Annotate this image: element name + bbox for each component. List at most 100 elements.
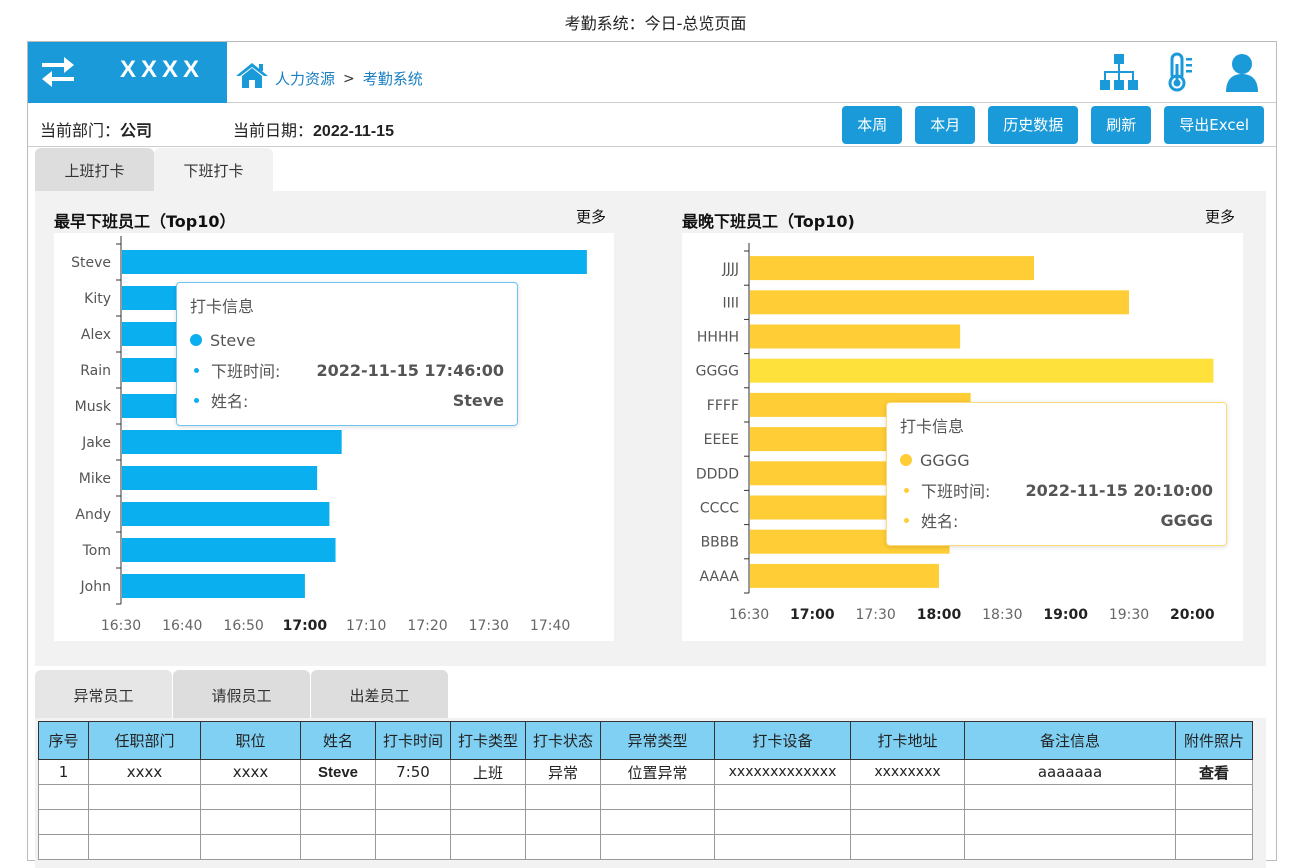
thermometer-icon[interactable] [1166, 52, 1196, 92]
latest-chart-title: 最晚下班员工（Top10) [682, 212, 855, 231]
bar-aaaa[interactable] [750, 563, 939, 588]
y-tick-label: JJJJ [721, 261, 739, 277]
this-month-button[interactable]: 本月 [915, 106, 976, 144]
y-tick-label: Kity [84, 291, 111, 307]
date-value: 2022-11-15 [313, 123, 394, 140]
bar-mike[interactable] [122, 466, 318, 490]
cell-empty [964, 784, 1176, 810]
table-row [38, 809, 1253, 835]
cell-department: xxxx [88, 759, 201, 785]
x-tick-label: 16:30 [101, 618, 141, 634]
view-attachment-link[interactable]: 查看 [1175, 759, 1253, 785]
cell-empty [38, 834, 89, 860]
cell-empty [525, 834, 601, 860]
breadcrumb-hr[interactable]: 人力资源 [275, 70, 336, 88]
y-tick-label: HHHH [697, 330, 739, 346]
x-tick-label: 18:30 [982, 607, 1022, 623]
breadcrumb-attendance[interactable]: 考勤系统 [362, 70, 423, 88]
cell-empty [714, 784, 851, 810]
home-icon[interactable] [235, 61, 269, 89]
y-tick-label: CCCC [700, 501, 739, 517]
user-icon[interactable] [1224, 52, 1260, 92]
y-tick-label: John [80, 579, 111, 595]
cell-clock-type: 上班 [450, 759, 526, 785]
refresh-button[interactable]: 刷新 [1091, 106, 1152, 144]
tab-travel-employees[interactable]: 出差员工 [311, 670, 448, 718]
cell-empty [1175, 784, 1253, 810]
header-attachment: 附件照片 [1175, 721, 1253, 760]
cell-empty [88, 784, 201, 810]
y-tick-label: Alex [81, 327, 111, 343]
cell-empty [200, 834, 301, 860]
y-tick-label: Andy [75, 507, 111, 523]
earliest-chart-title: 最早下班员工（Top10） [54, 212, 236, 231]
clock-tabs: 上班打卡 下班打卡 [35, 148, 273, 191]
breadcrumb: 人力资源 > 考勤系统 [235, 62, 423, 89]
cell-address: xxxxxxxx [850, 759, 965, 785]
y-tick-label: Rain [80, 363, 111, 379]
bullet-icon [194, 367, 199, 373]
tab-leave-employees[interactable]: 请假员工 [173, 670, 310, 718]
earliest-more-link[interactable]: 更多 [576, 208, 607, 226]
y-tick-label: BBBB [701, 535, 739, 551]
cell-empty [1175, 809, 1253, 835]
header-clock-type: 打卡类型 [450, 721, 526, 760]
x-tick-label: 19:00 [1043, 607, 1088, 623]
bar-tom[interactable] [122, 538, 336, 562]
this-week-button[interactable]: 本周 [842, 106, 903, 144]
cell-empty [300, 834, 376, 860]
bar-andy[interactable] [122, 502, 330, 526]
switch-icon[interactable] [40, 55, 76, 89]
header-abnormal-type: 异常类型 [600, 721, 715, 760]
tab-clock-out[interactable]: 下班打卡 [154, 148, 273, 191]
cell-empty [200, 784, 301, 810]
cell-empty [850, 809, 965, 835]
bar-iiii[interactable] [750, 290, 1129, 315]
bar-jake[interactable] [122, 430, 342, 454]
series-dot-icon [190, 334, 202, 346]
cell-empty [600, 784, 715, 810]
tooltip-title: 打卡信息 [900, 417, 965, 436]
tooltip-name-value: Steve [452, 390, 504, 410]
cell-clock-status: 异常 [525, 759, 601, 785]
bar-gggg[interactable] [750, 358, 1214, 383]
header-device: 打卡设备 [714, 721, 851, 760]
history-button[interactable]: 历史数据 [988, 106, 1079, 144]
table-row [38, 784, 1253, 810]
bar-john[interactable] [122, 574, 305, 598]
header-index: 序号 [38, 721, 89, 760]
latest-chart-svg: JJJJ IIII HHHH GGGG FFFF EEEE DDDD CCCC BBBB AAAA… [696, 243, 1215, 623]
cell-empty [714, 834, 851, 860]
department-value: 公司 [120, 123, 153, 140]
app-frame: XXXX 人力资源 > 考勤系统 [27, 41, 1277, 868]
x-tick-label: 16:40 [162, 618, 202, 634]
latest-more-link[interactable]: 更多 [1205, 208, 1236, 226]
header: XXXX 人力资源 > 考勤系统 [28, 42, 1276, 103]
cell-index: 1 [38, 759, 89, 785]
header-clock-status: 打卡状态 [525, 721, 601, 760]
x-tick-label: 17:30 [855, 607, 895, 623]
tooltip-name-label: 姓名: [921, 512, 959, 531]
cell-empty [1175, 834, 1253, 860]
cell-position: xxxx [200, 759, 301, 785]
tab-abnormal-employees[interactable]: 异常员工 [35, 670, 172, 718]
y-tick-label: GGGG [696, 364, 739, 380]
export-excel-button[interactable]: 导出Excel [1164, 106, 1264, 144]
y-tick-label: IIII [722, 295, 739, 311]
x-tick-label: 18:00 [917, 607, 962, 623]
tab-clock-in[interactable]: 上班打卡 [35, 148, 154, 191]
tooltip-time-label: 下班时间: [211, 362, 281, 381]
tooltip-name: GGGG [920, 450, 970, 470]
y-tick-label: Jake [81, 435, 111, 451]
org-chart-icon[interactable] [1100, 53, 1138, 91]
table-row[interactable]: 1 xxxx xxxx Steve 7:50 上班 异常 位置异常 xxxxxx… [38, 759, 1253, 785]
bar-steve[interactable] [122, 250, 587, 274]
tooltip-time-label: 下班时间: [921, 482, 991, 501]
table-panel: 序号 任职部门 职位 姓名 打卡时间 打卡类型 打卡状态 异常类型 打卡设备 打… [35, 718, 1266, 868]
bar-hhhh[interactable] [750, 324, 961, 349]
bar-jjjj[interactable] [750, 256, 1034, 281]
cell-empty [450, 834, 526, 860]
x-tick-label: 17:00 [283, 618, 328, 634]
y-tick-label: Tom [82, 543, 111, 559]
x-tick-label: 17:30 [469, 618, 509, 634]
